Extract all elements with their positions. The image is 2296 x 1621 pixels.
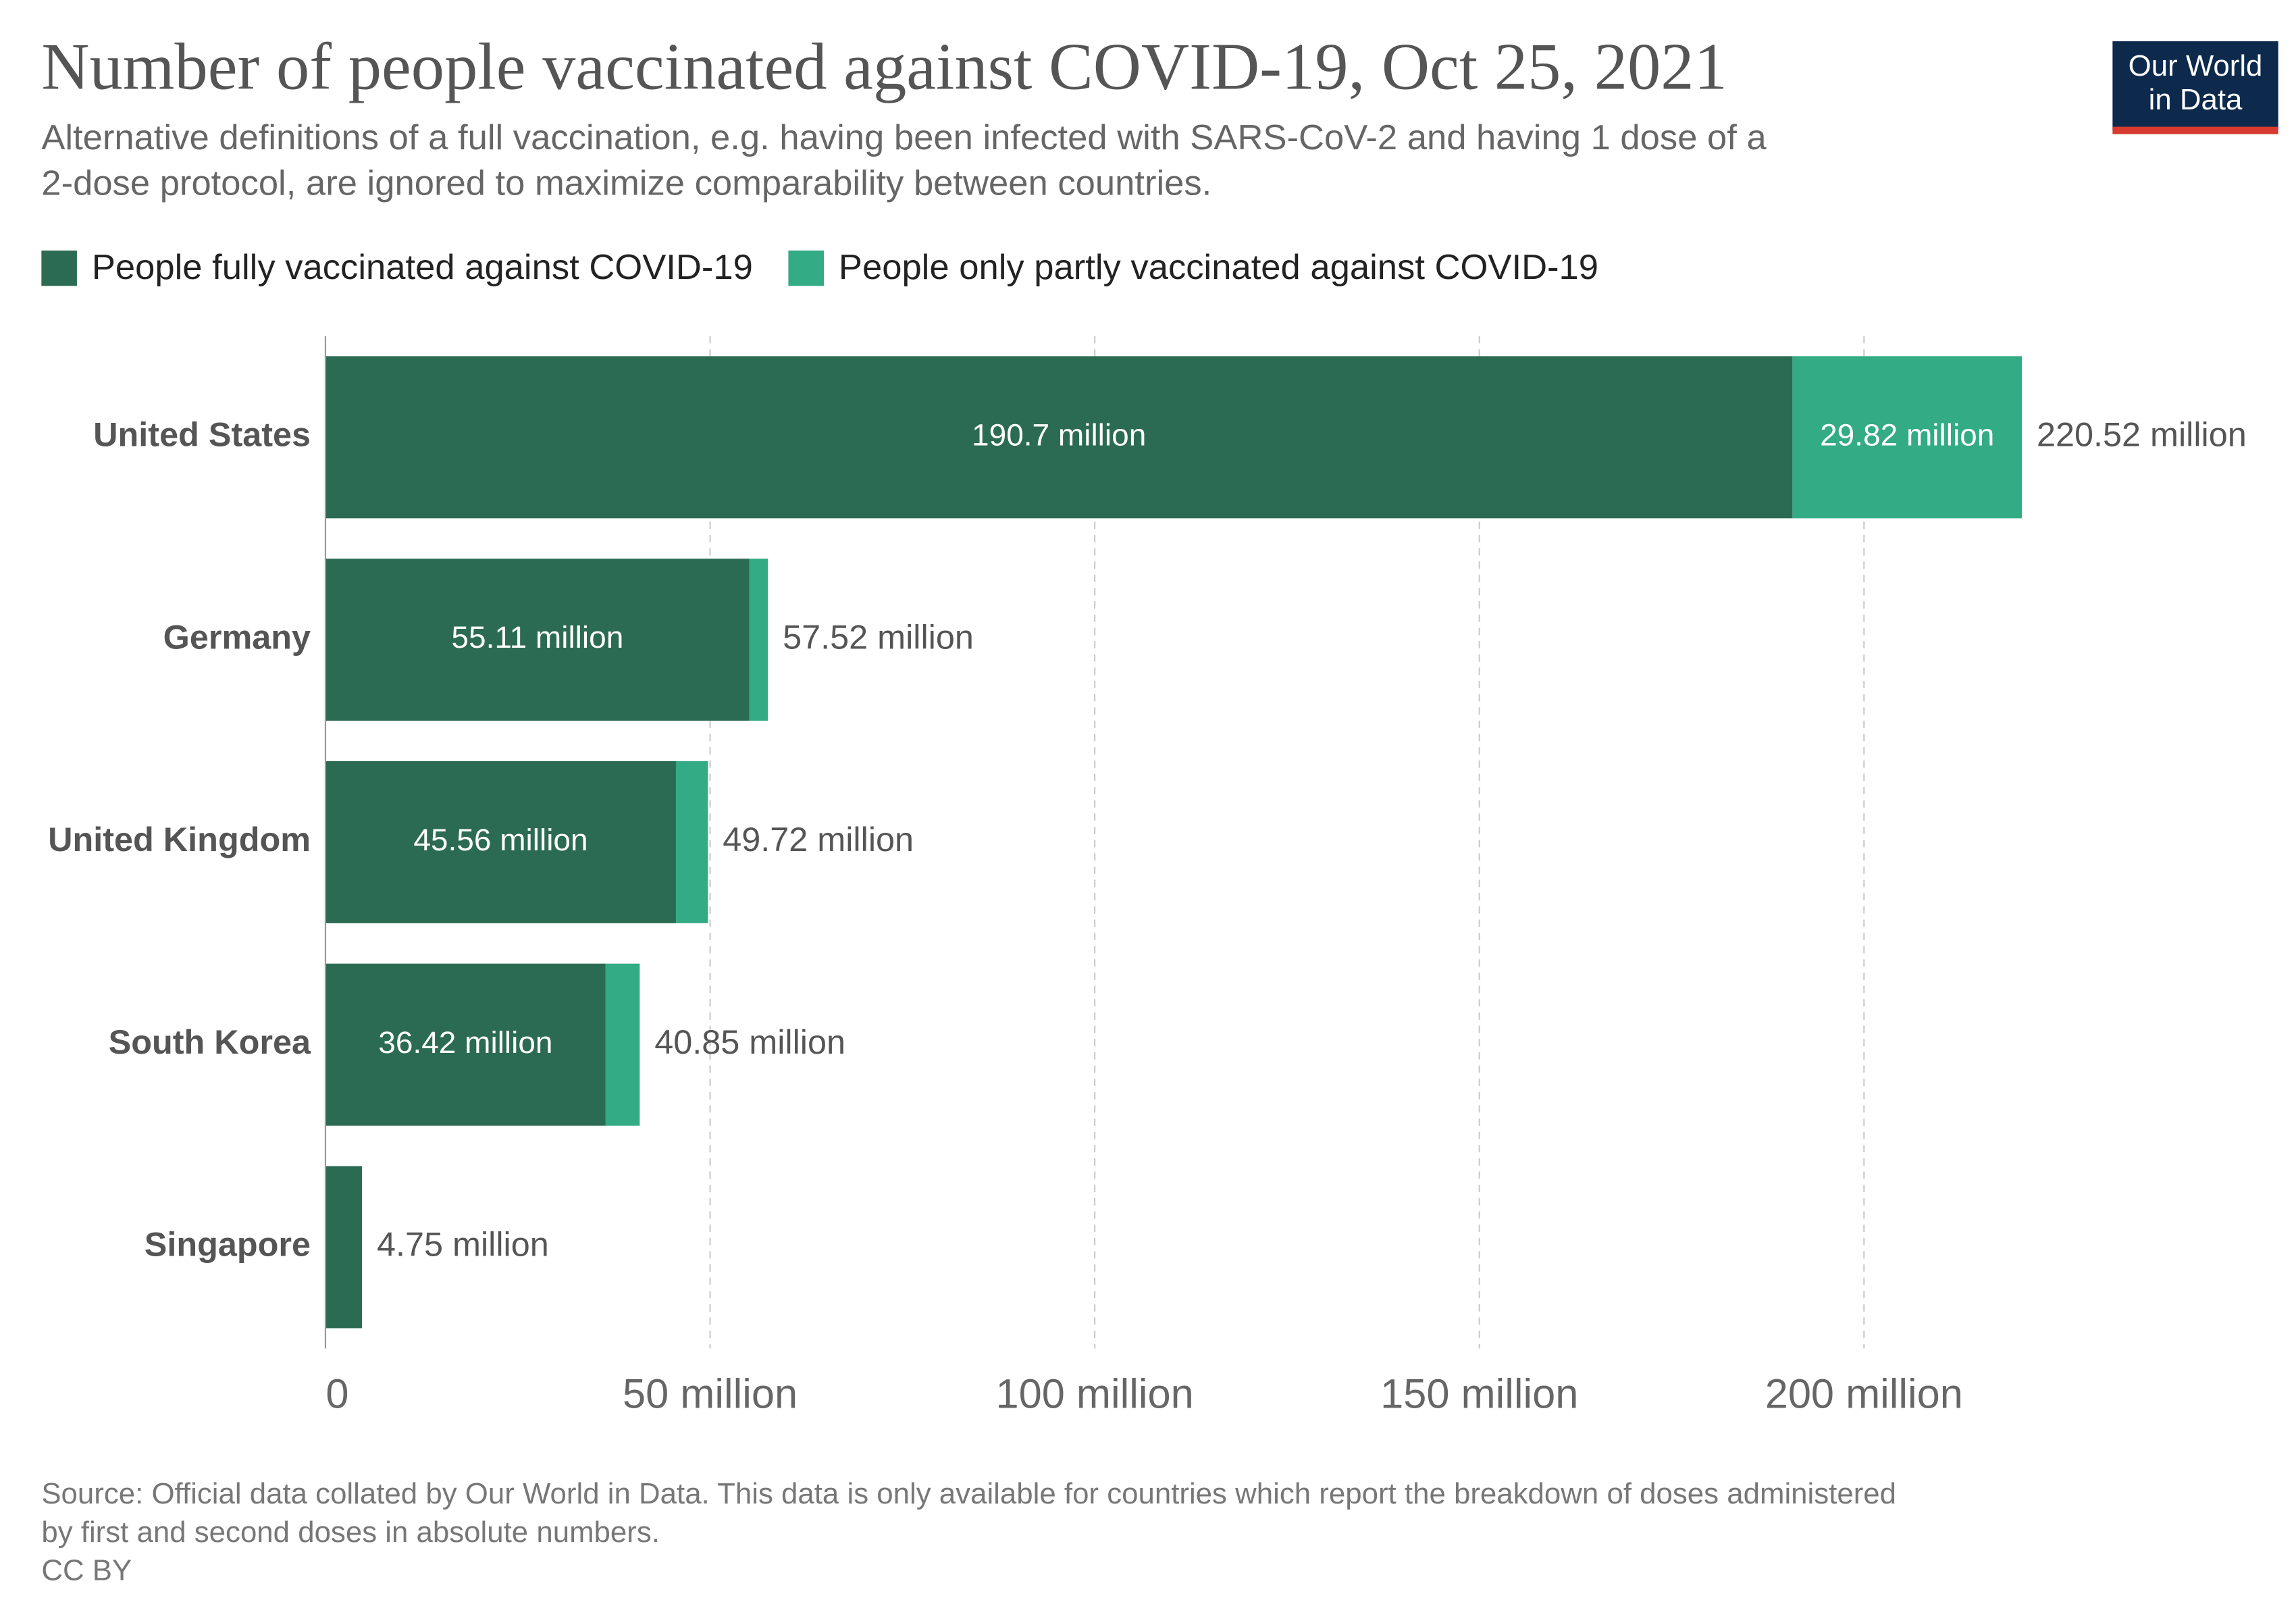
total-label: 220.52 million bbox=[2037, 415, 2247, 454]
logo-stripe bbox=[2112, 126, 2278, 134]
y-tick-label: South Korea bbox=[109, 1023, 311, 1061]
value-label: 36.42 million bbox=[378, 1025, 552, 1060]
legend-label: People only partly vaccinated against CO… bbox=[839, 248, 1598, 287]
chart-title: Number of people vaccinated against COVI… bbox=[41, 30, 1727, 104]
source: by first and second doses in absolute nu… bbox=[41, 1516, 660, 1549]
value-label: 55.11 million bbox=[451, 619, 623, 654]
x-tick-label: 0 bbox=[325, 1371, 348, 1417]
bar-segment bbox=[325, 761, 676, 923]
x-tick-label: 150 million bbox=[1380, 1371, 1578, 1417]
bar-segment bbox=[325, 1166, 363, 1329]
bar-segment bbox=[325, 963, 606, 1126]
x-tick-label: 200 million bbox=[1765, 1371, 1963, 1417]
y-tick-label: United Kingdom bbox=[48, 820, 311, 858]
logo-text: in Data bbox=[2149, 83, 2243, 116]
subtitle: Alternative definitions of a full vaccin… bbox=[41, 118, 1767, 157]
total-label: 49.72 million bbox=[723, 820, 914, 858]
legend-swatch bbox=[41, 250, 77, 286]
x-tick-label: 50 million bbox=[623, 1371, 798, 1417]
bar-segment bbox=[1792, 356, 2023, 519]
y-tick-label: Singapore bbox=[145, 1225, 311, 1264]
value-label: 45.56 million bbox=[413, 822, 588, 857]
y-tick-label: Germany bbox=[163, 617, 311, 656]
logo bbox=[2112, 41, 2278, 130]
bar-segment bbox=[749, 559, 768, 721]
total-label: 4.75 million bbox=[377, 1225, 549, 1264]
license: CC BY bbox=[41, 1554, 132, 1587]
bar-segment bbox=[325, 559, 750, 721]
bar-segment bbox=[675, 761, 708, 923]
value-label: 190.7 million bbox=[972, 417, 1146, 453]
x-tick-label: 100 million bbox=[996, 1371, 1194, 1417]
total-label: 40.85 million bbox=[654, 1023, 845, 1061]
subtitle: 2-dose protocol, are ignored to maximize… bbox=[41, 164, 1211, 203]
bar-segment bbox=[325, 356, 1793, 519]
bar-segment bbox=[605, 963, 640, 1126]
total-label: 57.52 million bbox=[783, 617, 974, 656]
legend-label: People fully vaccinated against COVID-19 bbox=[92, 248, 753, 287]
value-label: 29.82 million bbox=[1820, 417, 1994, 453]
source: Source: Official data collated by Our Wo… bbox=[41, 1477, 1896, 1510]
y-tick-label: United States bbox=[93, 415, 311, 454]
legend-swatch bbox=[788, 250, 824, 286]
logo-text: Our World bbox=[2129, 49, 2263, 82]
